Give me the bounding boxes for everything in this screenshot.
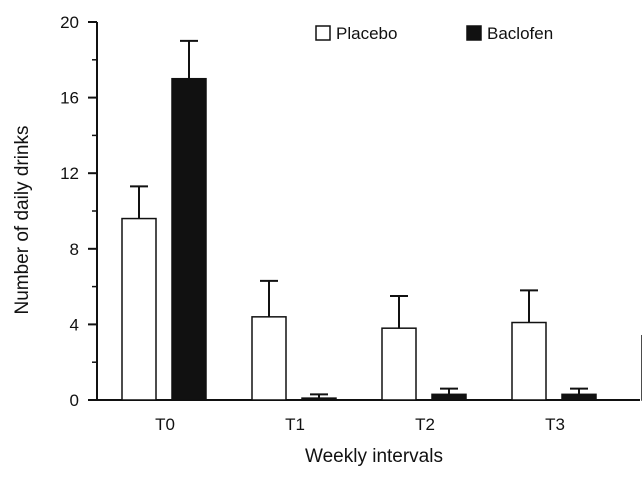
- bar-placebo-t0: [121, 217, 157, 401]
- y-tick-label: 16: [60, 89, 79, 108]
- bar-placebo-t1: [251, 316, 287, 401]
- y-tick-label: 4: [70, 315, 79, 334]
- x-tick-label-t2: T2: [415, 415, 435, 434]
- bar-baclofen-t1: [301, 397, 337, 401]
- legend-label-placebo: Placebo: [336, 24, 397, 43]
- legend-swatch-placebo: [315, 25, 331, 41]
- y-tick-label: 12: [60, 164, 79, 183]
- y-tick-label: 0: [70, 391, 79, 410]
- x-tick-label-t1: T1: [285, 415, 305, 434]
- legend: Placebo Baclofen: [315, 24, 553, 43]
- legend-swatch-baclofen: [466, 25, 482, 41]
- ticks: 048121620T0T1T2T3T4: [60, 13, 565, 434]
- y-axis-title: Number of daily drinks: [12, 125, 33, 314]
- bar-placebo-t3: [511, 321, 547, 401]
- y-tick-label: 8: [70, 240, 79, 259]
- bar-baclofen-t3: [561, 393, 597, 401]
- y-tick-label: 20: [60, 13, 79, 32]
- bars: [121, 77, 642, 401]
- bar-baclofen-t0: [171, 77, 207, 401]
- x-axis-title: Weekly intervals: [305, 446, 443, 467]
- x-tick-label-t3: T3: [545, 415, 565, 434]
- x-tick-label-t0: T0: [155, 415, 175, 434]
- bar-placebo-t2: [381, 327, 417, 401]
- error-bars: [130, 39, 588, 399]
- bar-baclofen-t2: [431, 393, 467, 401]
- legend-label-baclofen: Baclofen: [487, 24, 553, 43]
